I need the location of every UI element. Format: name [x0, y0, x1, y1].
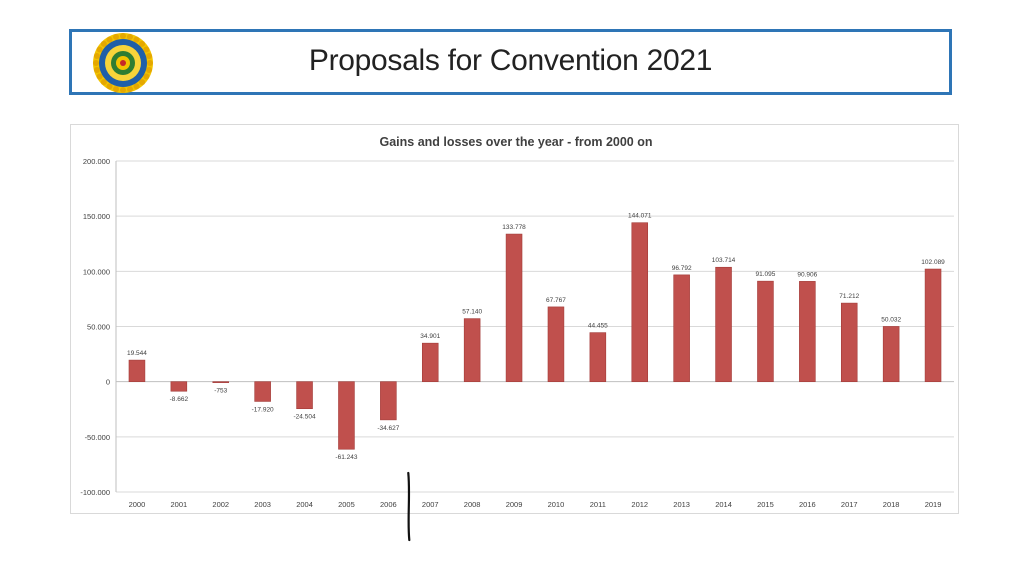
x-tick-label: 2016: [799, 500, 816, 509]
data-label-2017: 71.212: [839, 293, 859, 300]
bar-2010: [547, 306, 565, 382]
x-tick-label: 2008: [464, 500, 481, 509]
x-tick-label: 2014: [715, 500, 732, 509]
x-tick-label: 2011: [590, 500, 606, 509]
x-tick-label: 2001: [171, 500, 188, 509]
bar-2015: [757, 280, 774, 382]
x-tick-label: 2004: [296, 500, 313, 509]
y-tick-label: 0: [106, 378, 110, 387]
y-tick-label: -100.000: [80, 488, 110, 497]
data-label-2002: -753: [214, 388, 227, 395]
data-label-2000: 19.544: [127, 350, 147, 357]
title-banner: Proposals for Convention 2021: [69, 29, 952, 95]
bar-2003: [254, 381, 271, 402]
bar-2002: [212, 381, 230, 383]
x-tick-label: 2002: [212, 500, 229, 509]
data-label-2019: 102.089: [921, 259, 945, 266]
bar-2009: [505, 233, 523, 382]
bar-2014: [715, 266, 732, 382]
y-tick-label: 100.000: [83, 267, 110, 276]
bar-2000: [128, 359, 146, 382]
data-label-2010: 67.767: [546, 297, 566, 304]
data-label-2008: 57.140: [462, 309, 482, 316]
bar-2013: [673, 274, 690, 382]
data-label-2015: 91.095: [756, 271, 776, 278]
y-tick-label: 50.000: [87, 323, 110, 332]
x-tick-label: 2019: [925, 500, 942, 509]
bar-2016: [799, 281, 816, 382]
data-label-2007: 34.901: [420, 333, 440, 340]
bar-2011: [589, 332, 607, 382]
x-tick-label: 2010: [548, 500, 565, 509]
data-label-2011: 44.455: [588, 323, 608, 330]
bar-2008: [463, 318, 481, 382]
x-tick-label: 2000: [129, 500, 146, 509]
bar-chart: Gains and losses over the year - from 20…: [80, 135, 954, 542]
bar-2001: [170, 381, 188, 392]
x-tick-label: 2009: [506, 500, 523, 509]
x-tick-label: 2018: [883, 500, 900, 509]
bar-2018: [882, 326, 900, 382]
hand-drawn-separator-mark: [407, 471, 411, 542]
chart-title: Gains and losses over the year - from 20…: [379, 135, 652, 149]
data-label-2003: -17.920: [252, 406, 274, 413]
data-label-2012: 144.071: [628, 213, 652, 220]
data-label-2014: 103.714: [712, 257, 736, 264]
data-label-2005: -61.243: [335, 454, 357, 461]
x-tick-label: 2013: [673, 500, 690, 509]
data-label-2018: 50.032: [881, 316, 901, 323]
x-tick-label: 2012: [631, 500, 648, 509]
data-label-2006: -34.627: [377, 425, 399, 432]
chart-frame: Gains and losses over the year - from 20…: [70, 124, 959, 542]
y-tick-label: -50.000: [85, 433, 110, 442]
x-tick-label: 2007: [422, 500, 439, 509]
bar-2007: [421, 342, 439, 382]
bar-2019: [924, 268, 942, 382]
x-tick-label: 2017: [841, 500, 858, 509]
bar-2012: [631, 222, 649, 382]
x-tick-label: 2003: [254, 500, 271, 509]
slide-title: Proposals for Convention 2021: [308, 44, 713, 77]
club-emblem-logo: [93, 33, 153, 93]
bar-2005: [338, 381, 355, 450]
bar-2004: [296, 381, 313, 410]
data-label-2009: 133.778: [502, 224, 526, 231]
bar-2017: [840, 302, 858, 382]
y-tick-label: 150.000: [83, 212, 110, 221]
x-tick-label: 2006: [380, 500, 397, 509]
data-label-2013: 96.792: [672, 265, 692, 272]
x-tick-label: 2005: [338, 500, 355, 509]
x-tick-label: 2015: [757, 500, 774, 509]
data-label-2001: -8.662: [170, 396, 189, 403]
data-label-2016: 90.906: [797, 271, 817, 278]
y-tick-label: 200.000: [83, 157, 110, 166]
bar-2006: [380, 381, 397, 421]
data-label-2004: -24.504: [294, 414, 316, 421]
